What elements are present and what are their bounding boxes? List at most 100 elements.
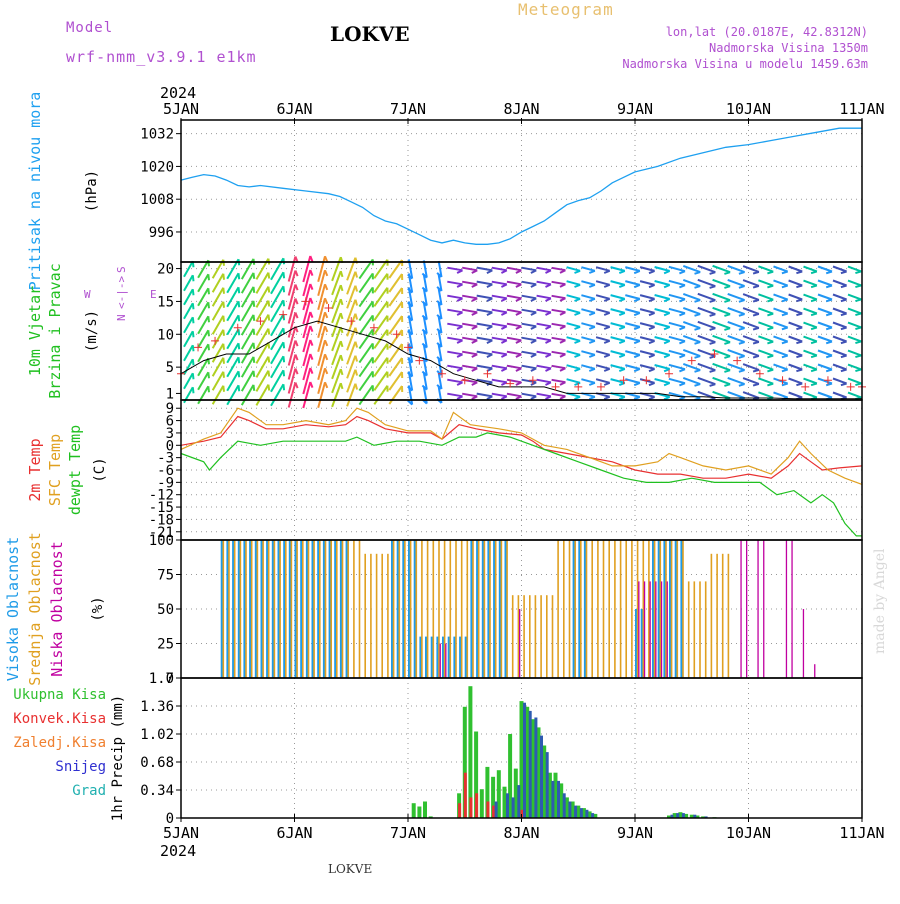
wind-barb-flag <box>604 285 610 287</box>
wind-barb-flag <box>679 285 685 287</box>
wind-barb-shaft <box>833 337 847 342</box>
wind-barb-flag <box>487 298 492 301</box>
wind-barb <box>492 310 507 315</box>
wind-barb-shaft <box>567 379 581 383</box>
wind-gust-marker <box>847 383 855 391</box>
cloud-mid-bar <box>410 540 412 678</box>
wind-barb-flag <box>295 383 297 389</box>
wind-barb-shaft <box>477 338 493 341</box>
cloud-mid-bar <box>625 540 627 678</box>
wind-barb <box>655 379 670 385</box>
wind-barb-shaft <box>462 268 477 271</box>
compass-east-label: E <box>150 288 157 301</box>
precip-legend-convective: Konvek.Kisa <box>13 711 106 727</box>
wind-barb <box>522 310 537 315</box>
wind-barb-shaft <box>552 282 566 284</box>
precip-convective-bar <box>486 802 489 819</box>
cloud-mid-bar <box>302 540 304 678</box>
wind-barb-flag <box>695 286 701 288</box>
wind-barb-shaft <box>848 267 861 272</box>
wind-barb <box>552 324 566 329</box>
wind-barb-shaft <box>848 323 861 328</box>
wind-barb-flag <box>604 369 610 371</box>
top-xtick-label: 9JAN <box>617 100 653 118</box>
wind-barb-flag <box>560 326 565 329</box>
wind-barb-shaft <box>477 366 493 369</box>
cloud-mid-bar <box>580 540 582 678</box>
wind-barb-flag <box>283 342 284 348</box>
wind-barb-flag <box>560 368 565 371</box>
cloud-low-bar <box>667 581 668 678</box>
wind-barb <box>655 295 670 301</box>
wind-barb <box>596 379 610 385</box>
wind-barb-shaft <box>477 394 493 397</box>
wind-barb <box>552 366 566 371</box>
wind-barb-flag <box>457 396 462 399</box>
wind-barb-shaft <box>507 310 521 313</box>
cloud-mid-bar <box>677 540 679 678</box>
precip-snow-bar <box>495 802 498 819</box>
wind-barb-flag <box>283 384 284 390</box>
wind-barb-flag <box>516 396 521 399</box>
cloud-mid-bar <box>285 540 287 678</box>
wind-barb <box>492 282 507 287</box>
wind-barb-flag <box>208 330 209 336</box>
wind-barb-shaft <box>818 295 832 300</box>
compass-south-label: S <box>115 266 128 273</box>
wind-barb-flag <box>341 271 343 277</box>
wind-barb-flag <box>649 271 655 273</box>
wind-barb <box>522 394 537 399</box>
wind-barb-flag <box>223 330 224 336</box>
wind-barb-flag <box>208 344 209 350</box>
wind-barb <box>728 322 745 330</box>
bottom-xtick-label: 11JAN <box>839 824 884 842</box>
wind-barb-shaft <box>507 324 521 327</box>
cloud-low-bar <box>791 540 792 678</box>
wind-barb-flag <box>268 301 269 307</box>
wind-barb-flag <box>325 382 327 388</box>
wind-barb-flag <box>855 271 861 273</box>
precip-ytick-label: 0.34 <box>140 783 174 799</box>
top-year-label: 2024 <box>160 84 196 102</box>
wind-barb-flag <box>604 271 610 273</box>
wind-barb-flag <box>516 326 521 329</box>
wind-barb-flag <box>531 354 536 357</box>
wind-barb <box>184 331 194 346</box>
wind-barb <box>625 337 640 343</box>
cloud-mid-bar <box>342 540 344 678</box>
wind-barb <box>507 380 521 385</box>
wind-barb-shaft <box>537 268 551 271</box>
wind-barb-shaft <box>507 394 521 397</box>
wind-barb <box>596 351 610 357</box>
wind-barb-shaft <box>833 267 847 272</box>
wind-barb <box>669 267 685 274</box>
wind-barb-shaft <box>596 295 610 299</box>
wind-barb <box>728 378 745 386</box>
wind-barb-flag <box>811 369 817 371</box>
wind-barb-flag <box>310 256 312 262</box>
wind-barb-shaft <box>184 275 193 290</box>
wind-ytick-label: 20 <box>157 262 174 278</box>
wind-barb-flag <box>649 313 655 315</box>
wind-barb-flag <box>254 385 255 391</box>
wind-barb <box>522 338 537 343</box>
wind-barb-flag <box>325 340 327 346</box>
wind-barb-flag <box>589 285 595 287</box>
wind-barb-flag <box>753 384 759 386</box>
wind-barb-flag <box>325 256 327 262</box>
wind-barb-shaft <box>728 336 745 342</box>
wind-barb-shaft <box>184 373 193 388</box>
wind-barb-shaft <box>537 310 551 313</box>
wind-barb-flag <box>239 301 240 307</box>
wind-barb-shaft <box>303 340 310 366</box>
wind-barb-shaft <box>552 380 566 382</box>
precip-convective-bar <box>458 803 461 818</box>
wind-barb <box>789 267 803 274</box>
wind-barb-shaft <box>774 392 788 397</box>
wind-barb-flag <box>268 273 269 279</box>
wind-barb <box>537 296 551 301</box>
wind-barb-flag <box>546 312 551 315</box>
wind-barb-shaft <box>611 337 625 341</box>
cloud-mid-bar <box>501 540 503 678</box>
